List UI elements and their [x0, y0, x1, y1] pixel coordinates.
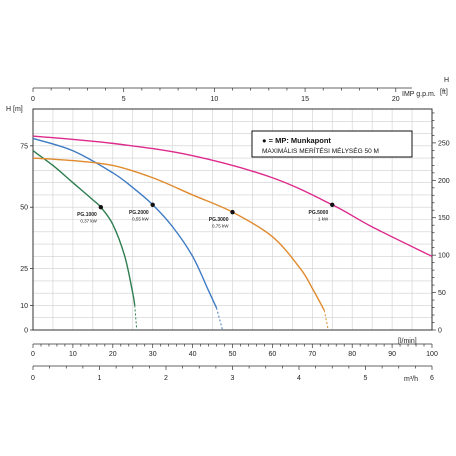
series-power-pg-1000: 0,37 kW	[80, 219, 97, 224]
series-power-pg-3000: 0,75 kW	[212, 224, 229, 229]
y-right-tick-label: 150	[438, 215, 450, 222]
x-axis-tick-label: 30	[149, 351, 157, 358]
y-right-tick-label: 50	[438, 290, 446, 297]
x-axis-tick-label: 0	[31, 351, 35, 358]
bottom-axis-tick-label: 4	[297, 375, 301, 382]
bottom-axis-tick-label: 6	[430, 375, 434, 382]
top-axis-tick-label: 15	[301, 96, 309, 103]
bottom-axis-tick-label: 5	[364, 375, 368, 382]
y-right-tick-label: 200	[438, 178, 450, 185]
series-label-pg-3000: PG.3000	[209, 217, 229, 223]
series-label-pg-1000: PG.1000	[77, 212, 97, 218]
top-axis-tick-label: 20	[392, 96, 400, 103]
x-axis-tick-label: 50	[229, 351, 237, 358]
legend-subtitle: MAXIMÁLIS MERÍTÉSI MÉLYSÉG 50 M	[262, 146, 379, 155]
legend-title: ● = MP: Munkapont	[262, 136, 331, 145]
top-axis-tick-label: 0	[31, 96, 35, 103]
x-axis-tick-label: 60	[269, 351, 277, 358]
series-power-pg-5000: 1 kW	[318, 216, 329, 221]
x-axis-tick-label: 90	[388, 351, 396, 358]
y-axis-label-right: [ft]	[440, 89, 448, 96]
legend: ● = MP: Munkapont MAXIMÁLIS MERÍTÉSI MÉL…	[251, 130, 413, 158]
y-right-tick-label: 0	[438, 328, 442, 335]
top-axis-tick-label: 10	[210, 96, 218, 103]
y-left-tick-label: 75	[20, 143, 28, 150]
y-left-tick-label: 25	[20, 266, 28, 273]
bottom-axis-tick-label: 3	[231, 375, 235, 382]
series-label-pg-5000: PG.5000	[309, 210, 329, 216]
y-left-tick-label: 10	[20, 303, 28, 310]
bottom-axis-tick-label: 2	[164, 375, 168, 382]
plot-frame	[32, 108, 433, 331]
work-point-pg-5000	[330, 202, 335, 207]
work-point-pg-1000	[98, 205, 104, 210]
x-axis-tick-label: 100	[426, 351, 438, 358]
x-axis-tick-label: 20	[109, 351, 117, 358]
y-left-tick-label: 0	[24, 328, 28, 335]
x-axis-label-top: IMP g.p.m.	[402, 91, 436, 98]
y-right-tick-label: 100	[438, 253, 450, 260]
series-label-pg-2000: PG.2000	[129, 210, 149, 216]
top-axis-tick-label: 5	[122, 96, 126, 103]
x-axis-tick-label: 70	[308, 351, 316, 358]
y-right-tick-label: 250	[438, 140, 450, 147]
x-axis-label-primary: [l/min]	[398, 338, 417, 345]
bottom-axis-tick-label: 0	[31, 375, 35, 382]
x-axis-tick-label: 80	[348, 351, 356, 358]
x-axis-tick-label: 10	[69, 351, 77, 358]
y-axis-label-right-top: H	[444, 77, 449, 84]
y-left-tick-label: 50	[20, 205, 28, 212]
x-axis-label-bottom: m³/h	[404, 376, 418, 383]
legend-box	[251, 130, 413, 158]
x-axis-tick-label: 40	[189, 351, 197, 358]
work-point-pg-3000	[230, 209, 235, 215]
work-point-pg-2000	[150, 202, 155, 207]
bottom-axis-tick-label: 1	[98, 375, 102, 382]
series-power-pg-2000: 0,55 kW	[132, 216, 149, 221]
series-line-pg-3000	[32, 157, 325, 311]
y-axis-label-left: H [m]	[6, 106, 23, 113]
series-dashed-extension-pg-3000	[323, 310, 329, 331]
series-line-pg-5000	[32, 135, 433, 257]
series-dashed-extension-pg-1000	[134, 305, 138, 331]
